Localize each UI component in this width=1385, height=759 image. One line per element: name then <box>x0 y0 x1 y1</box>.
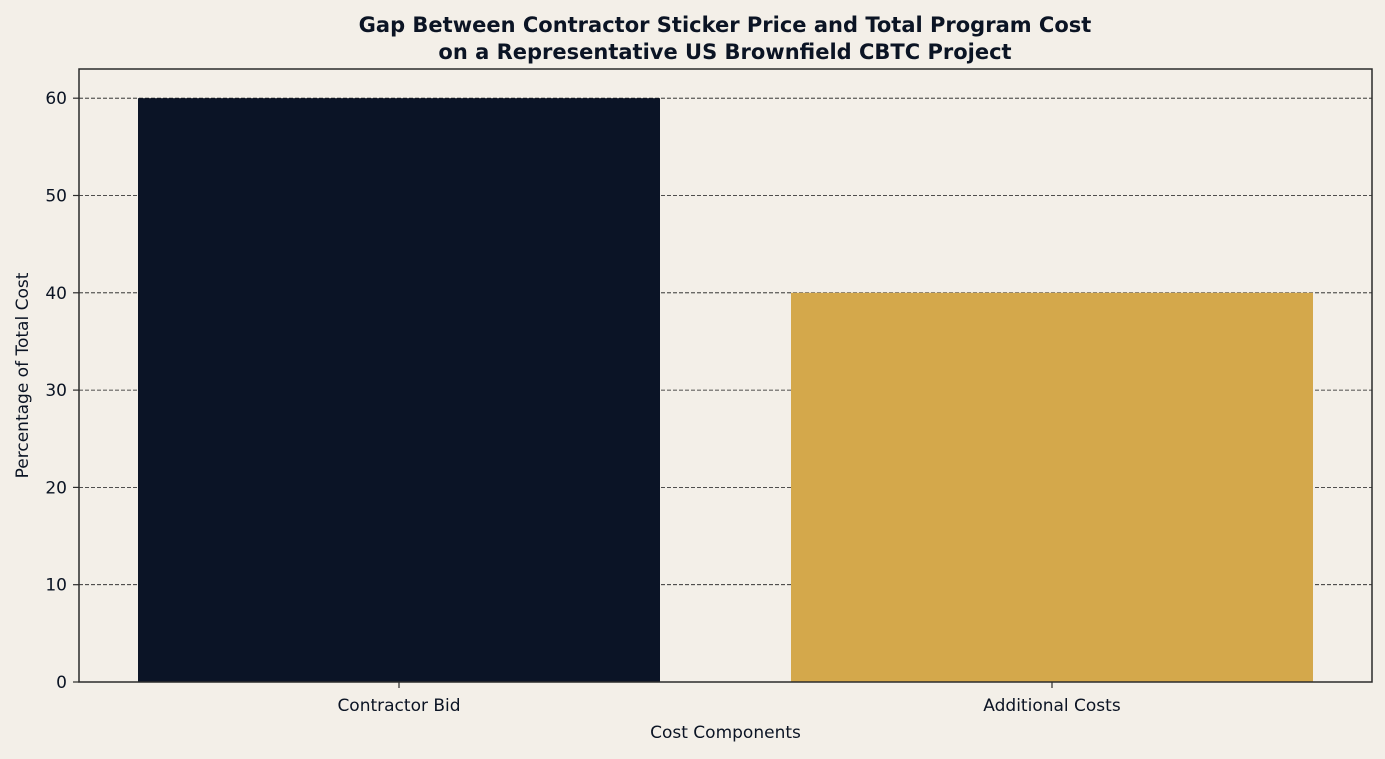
bars <box>138 98 1313 682</box>
bar-additional-costs <box>791 292 1313 682</box>
x-axis-label: Cost Components <box>650 723 801 743</box>
bar-contractor-bid <box>138 98 660 682</box>
y-tick-label-40: 40 <box>45 284 67 304</box>
chart-title-line-2: on a Representative US Brownfield CBTC P… <box>438 40 1011 64</box>
y-tick-label-50: 50 <box>45 186 67 206</box>
y-tick-label-10: 10 <box>45 576 67 596</box>
x-tick-label-0: Contractor Bid <box>337 696 460 716</box>
chart-title-line-1: Gap Between Contractor Sticker Price and… <box>359 13 1092 37</box>
y-tick-label-20: 20 <box>45 478 67 498</box>
y-axis-label: Percentage of Total Cost <box>13 272 33 478</box>
x-tick-label-1: Additional Costs <box>983 696 1121 716</box>
y-tick-label-0: 0 <box>56 673 67 693</box>
y-axis-ticks: 0 10 20 30 40 50 60 <box>45 89 79 693</box>
plot-frame <box>78 68 1373 683</box>
y-tick-label-30: 30 <box>45 381 67 401</box>
x-axis-ticks: Contractor Bid Additional Costs <box>337 682 1121 716</box>
y-tick-label-60: 60 <box>45 89 67 109</box>
